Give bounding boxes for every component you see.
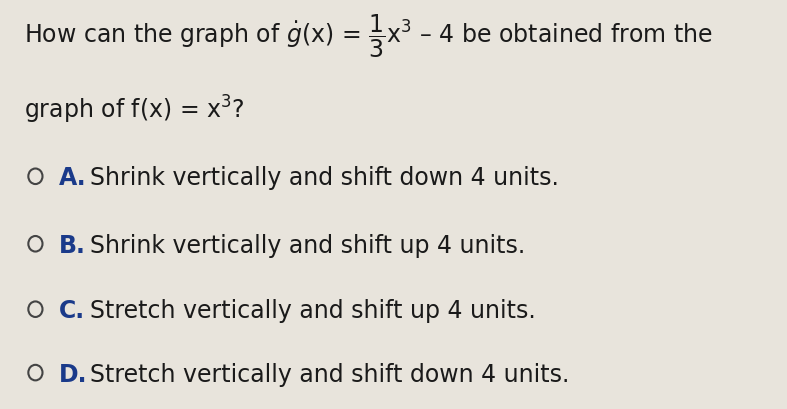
- Text: How can the graph of $\dot{g}$(x) = $\dfrac{1}{3}$x$^{3}$ – 4 be obtained from t: How can the graph of $\dot{g}$(x) = $\df…: [24, 12, 712, 60]
- Text: B.: B.: [59, 234, 86, 258]
- Text: Shrink vertically and shift up 4 units.: Shrink vertically and shift up 4 units.: [75, 234, 525, 258]
- Text: C.: C.: [59, 299, 85, 324]
- Text: Stretch vertically and shift up 4 units.: Stretch vertically and shift up 4 units.: [75, 299, 535, 324]
- Text: Shrink vertically and shift down 4 units.: Shrink vertically and shift down 4 units…: [75, 166, 559, 191]
- Text: graph of f(x) = x$^{3}$?: graph of f(x) = x$^{3}$?: [24, 94, 245, 126]
- Text: D.: D.: [59, 363, 87, 387]
- Text: A.: A.: [59, 166, 87, 191]
- Text: Stretch vertically and shift down 4 units.: Stretch vertically and shift down 4 unit…: [75, 363, 569, 387]
